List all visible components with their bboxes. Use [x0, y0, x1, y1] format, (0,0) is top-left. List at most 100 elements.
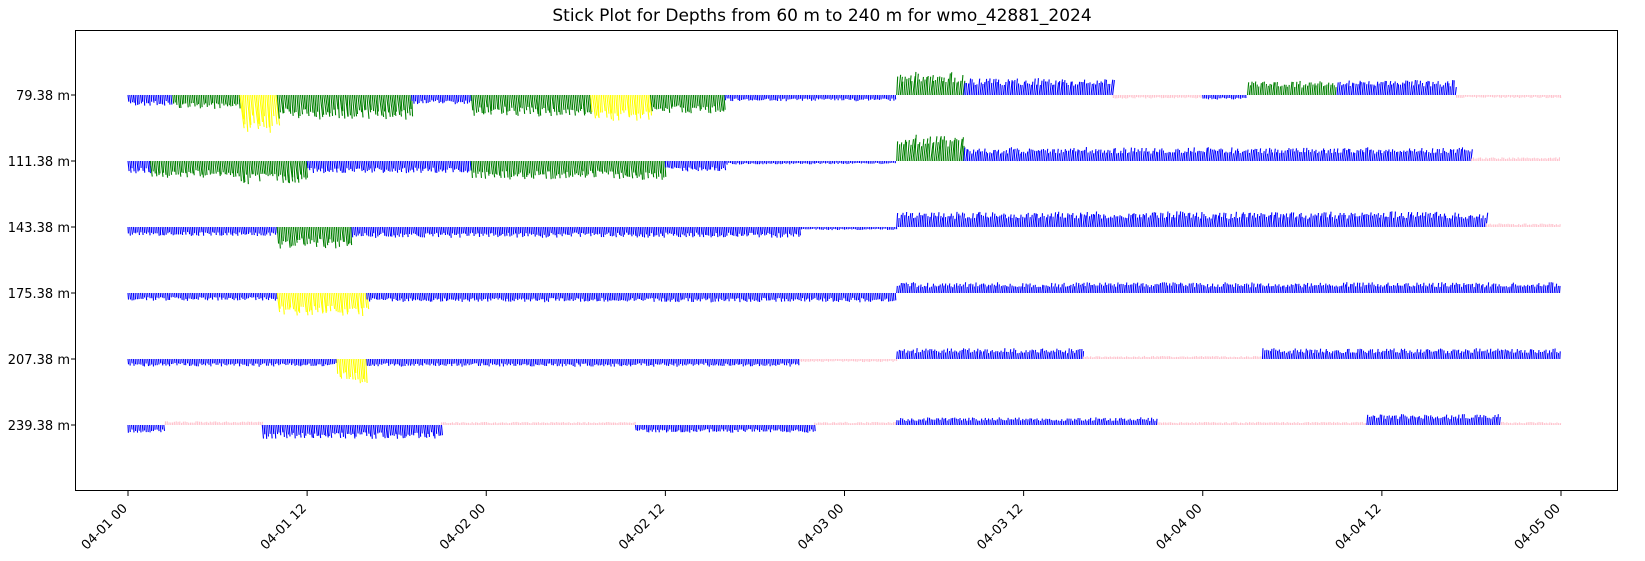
stick-mark: [551, 160, 554, 179]
stick-mark: [368, 358, 370, 367]
stick-mark: [289, 226, 292, 247]
stick-mark: [1027, 83, 1030, 96]
stick-mark: [808, 424, 811, 432]
stick-mark: [609, 358, 612, 367]
stick-mark: [1293, 217, 1297, 228]
stick-mark: [437, 226, 440, 238]
stick-mark: [1372, 284, 1375, 294]
stick-mark: [677, 226, 680, 237]
stick-mark: [617, 160, 621, 179]
stick-mark: [1454, 152, 1457, 162]
stick-mark: [752, 226, 755, 235]
stick-mark: [624, 94, 627, 111]
stick-mark: [1415, 282, 1418, 294]
stick-mark: [896, 351, 898, 360]
stick-mark: [1458, 284, 1461, 294]
stick-mark: [392, 424, 395, 436]
stick-mark: [661, 226, 664, 236]
stick-mark: [611, 358, 614, 364]
stick-mark: [749, 94, 752, 101]
stick-mark: [190, 94, 192, 104]
stick-mark: [1311, 215, 1314, 228]
stick-mark: [668, 226, 671, 234]
stick-mark: [953, 77, 956, 96]
stick-mark: [163, 94, 166, 106]
stick-mark: [763, 424, 766, 432]
stick-mark: [1368, 416, 1370, 426]
stick-mark: [569, 226, 572, 237]
stick-mark: [263, 226, 266, 236]
stick-mark: [1295, 284, 1298, 294]
stick-mark: [1343, 148, 1346, 162]
stick-mark: [1100, 218, 1103, 228]
stick-mark: [1052, 350, 1055, 360]
stick-mark: [586, 292, 589, 302]
stick-mark: [319, 226, 322, 240]
stick-mark: [1136, 282, 1139, 294]
sticks-layer: [127, 71, 1562, 439]
stick-mark: [923, 143, 926, 162]
stick-mark: [445, 292, 448, 302]
stick-mark: [345, 358, 348, 379]
stick-mark: [261, 226, 264, 236]
stick-mark: [1036, 78, 1039, 96]
stick-mark: [1440, 282, 1443, 294]
stick-mark: [486, 292, 489, 302]
stick-mark: [797, 292, 800, 301]
stick-mark: [876, 292, 879, 300]
stick-mark: [196, 160, 199, 172]
stick-mark: [562, 94, 565, 110]
stick-mark: [704, 226, 707, 236]
stick-mark: [932, 212, 935, 228]
stick-mark: [466, 226, 468, 236]
stick-mark: [1342, 212, 1345, 228]
stick-mark: [481, 160, 484, 173]
stick-mark: [1206, 147, 1209, 162]
stick-mark: [973, 286, 975, 294]
stick-mark: [1404, 415, 1406, 426]
stick-mark: [1387, 282, 1389, 294]
stick-mark: [495, 94, 499, 110]
stick-mark: [563, 94, 567, 114]
stick-mark: [589, 226, 592, 237]
stick-mark: [521, 226, 524, 238]
stick-mark: [143, 226, 146, 233]
stick-mark: [1338, 212, 1341, 228]
stick-mark: [1014, 286, 1017, 294]
stick-mark: [227, 292, 230, 299]
stick-mark: [1498, 416, 1501, 426]
stick-mark: [1421, 212, 1424, 228]
stick-mark: [703, 292, 705, 299]
stick-mark: [1018, 417, 1020, 426]
stick-mark: [977, 148, 980, 162]
stick-mark: [1354, 216, 1357, 228]
stick-mark: [1546, 353, 1549, 360]
stick-mark: [1380, 152, 1383, 162]
stick-mark: [331, 424, 334, 434]
stick-mark: [679, 424, 682, 433]
stick-mark: [540, 292, 542, 300]
stick-mark: [1414, 417, 1417, 426]
stick-mark: [1455, 350, 1458, 360]
stick-mark: [367, 226, 370, 237]
stick-mark: [1130, 213, 1134, 228]
stick-mark: [539, 226, 542, 237]
stick-mark: [419, 424, 422, 437]
stick-mark: [1444, 282, 1446, 294]
stick-mark: [590, 94, 593, 113]
stick-mark: [674, 424, 677, 432]
stick-mark: [1399, 84, 1402, 96]
stick-mark: [179, 94, 182, 109]
stick-mark: [749, 292, 752, 302]
stick-mark: [1397, 216, 1401, 228]
stick-mark: [571, 94, 574, 111]
stick-mark: [149, 160, 153, 177]
stick-mark: [667, 94, 671, 113]
stick-mark: [343, 292, 346, 310]
stick-mark: [1116, 282, 1119, 294]
stick-mark: [342, 424, 345, 437]
stick-mark: [1220, 216, 1223, 228]
stick-mark: [233, 94, 236, 104]
stick-mark: [1433, 350, 1436, 360]
stick-mark: [962, 348, 965, 360]
